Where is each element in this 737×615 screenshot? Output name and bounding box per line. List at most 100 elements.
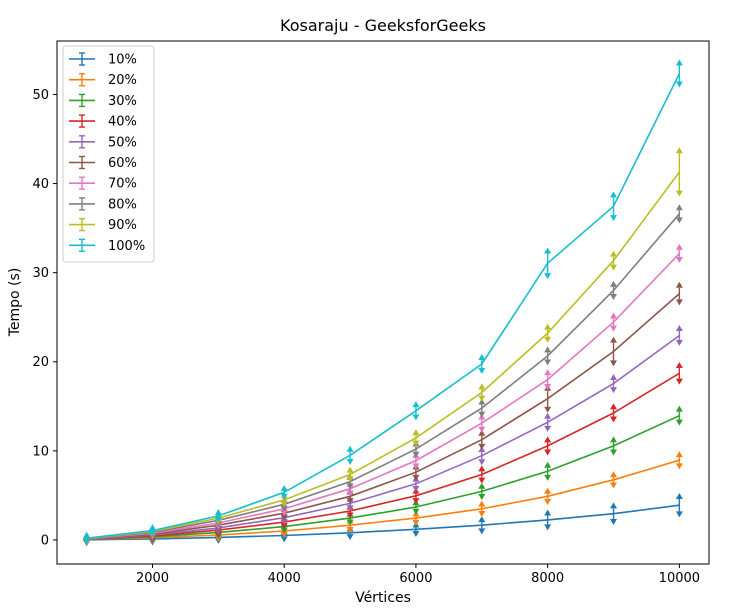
error-cap-lower bbox=[346, 490, 354, 497]
error-cap-upper bbox=[544, 461, 552, 468]
error-cap-lower bbox=[478, 411, 486, 418]
error-cap-lower bbox=[346, 505, 354, 512]
error-cap-upper bbox=[675, 59, 683, 66]
error-cap-lower bbox=[610, 416, 618, 423]
series-line bbox=[86, 372, 680, 541]
legend-label: 90% bbox=[108, 218, 137, 233]
error-cap-lower bbox=[610, 482, 618, 489]
legend-label: 70% bbox=[108, 177, 137, 192]
error-cap-lower bbox=[280, 501, 288, 508]
x-tick-label: 4000 bbox=[268, 571, 301, 586]
plot-frame bbox=[56, 40, 710, 565]
error-cap-upper bbox=[478, 516, 486, 523]
error-cap-lower bbox=[346, 458, 354, 465]
legend-item: 100% bbox=[69, 238, 145, 254]
legend-item: 10% bbox=[69, 52, 137, 68]
error-cap-upper bbox=[544, 487, 552, 494]
error-cap-lower bbox=[280, 536, 288, 543]
error-cap-lower bbox=[280, 531, 288, 538]
error-cap-upper bbox=[675, 147, 683, 154]
error-cap-lower bbox=[610, 325, 618, 332]
error-cap-lower bbox=[346, 512, 354, 519]
x-tick-label: 8000 bbox=[531, 571, 564, 586]
error-cap-upper bbox=[346, 445, 354, 452]
legend-item: 70% bbox=[69, 176, 137, 192]
error-cap-lower bbox=[675, 190, 683, 197]
error-cap-lower bbox=[478, 395, 486, 402]
error-cap-upper bbox=[675, 325, 683, 332]
series-line bbox=[86, 213, 681, 540]
error-cap-upper bbox=[675, 243, 683, 250]
series-line bbox=[86, 292, 680, 540]
error-cap-upper bbox=[346, 466, 354, 473]
error-cap-lower bbox=[544, 384, 552, 391]
legend-item: 80% bbox=[69, 197, 137, 212]
error-cap-lower bbox=[280, 523, 288, 530]
error-cap-lower bbox=[83, 538, 91, 545]
error-cap-lower bbox=[214, 516, 222, 523]
error-cap-upper bbox=[478, 500, 486, 507]
error-cap-lower bbox=[346, 476, 354, 483]
error-cap-upper bbox=[675, 361, 683, 368]
error-cap-lower bbox=[675, 217, 683, 224]
error-cap-lower bbox=[478, 426, 486, 433]
y-axis-label: Tempo (s) bbox=[7, 268, 23, 338]
error-cap-upper bbox=[610, 436, 618, 443]
series-100pct bbox=[83, 59, 683, 545]
error-cap-lower bbox=[610, 387, 618, 394]
legend-label: 100% bbox=[108, 239, 145, 254]
error-cap-lower bbox=[610, 215, 618, 222]
series-line bbox=[86, 504, 680, 541]
chart-title: Kosaraju - GeeksforGeeks bbox=[280, 16, 486, 35]
legend-label: 60% bbox=[108, 156, 137, 171]
error-cap-upper bbox=[214, 508, 222, 515]
series-line bbox=[86, 334, 680, 540]
error-cap-upper bbox=[412, 401, 420, 408]
error-cap-lower bbox=[346, 519, 354, 526]
error-cap-lower bbox=[610, 360, 618, 367]
error-cap-upper bbox=[544, 436, 552, 443]
error-cap-upper bbox=[610, 191, 618, 198]
error-cap-upper bbox=[544, 509, 552, 516]
error-cap-upper bbox=[610, 250, 618, 257]
error-cap-lower bbox=[280, 505, 288, 512]
error-cap-upper bbox=[478, 482, 486, 489]
error-cap-lower bbox=[478, 367, 486, 374]
error-cap-upper bbox=[610, 471, 618, 478]
error-cap-upper bbox=[610, 374, 618, 381]
error-cap-upper bbox=[544, 412, 552, 419]
error-cap-lower bbox=[544, 524, 552, 531]
error-cap-lower bbox=[412, 486, 420, 493]
legend-label: 20% bbox=[108, 73, 137, 88]
error-cap-upper bbox=[544, 247, 552, 254]
series-line bbox=[86, 459, 680, 541]
error-cap-upper bbox=[610, 502, 618, 509]
error-cap-lower bbox=[478, 510, 486, 517]
error-cap-upper bbox=[478, 383, 486, 390]
error-cap-upper bbox=[675, 405, 683, 412]
error-cap-lower bbox=[280, 519, 288, 526]
legend-label: 80% bbox=[108, 197, 137, 212]
legend: 10% 20% 30% 40% 50% 60% 70% 80% 90% 100% bbox=[62, 45, 155, 263]
error-cap-upper bbox=[675, 204, 683, 211]
y-tick-label: 40 bbox=[32, 177, 49, 192]
legend-label: 50% bbox=[108, 135, 137, 150]
error-cap-lower bbox=[675, 257, 683, 264]
axes: 2000 4000 6000 8000 10000 0 10 20 30 40 50 bbox=[32, 88, 700, 586]
error-cap-lower bbox=[148, 531, 156, 538]
error-cap-lower bbox=[412, 531, 420, 538]
error-cap-upper bbox=[675, 281, 683, 288]
error-cap-lower bbox=[412, 463, 420, 470]
error-cap-lower bbox=[675, 378, 683, 385]
error-cap-lower bbox=[412, 474, 420, 481]
x-tick-label: 2000 bbox=[136, 571, 169, 586]
error-cap-lower bbox=[280, 527, 288, 534]
error-cap-lower bbox=[610, 264, 618, 271]
error-cap-lower bbox=[478, 494, 486, 501]
series-line bbox=[86, 252, 680, 540]
error-cap-upper bbox=[675, 492, 683, 499]
error-cap-lower bbox=[412, 440, 420, 447]
error-cap-upper bbox=[148, 524, 156, 531]
legend-item: 20% bbox=[69, 72, 137, 88]
